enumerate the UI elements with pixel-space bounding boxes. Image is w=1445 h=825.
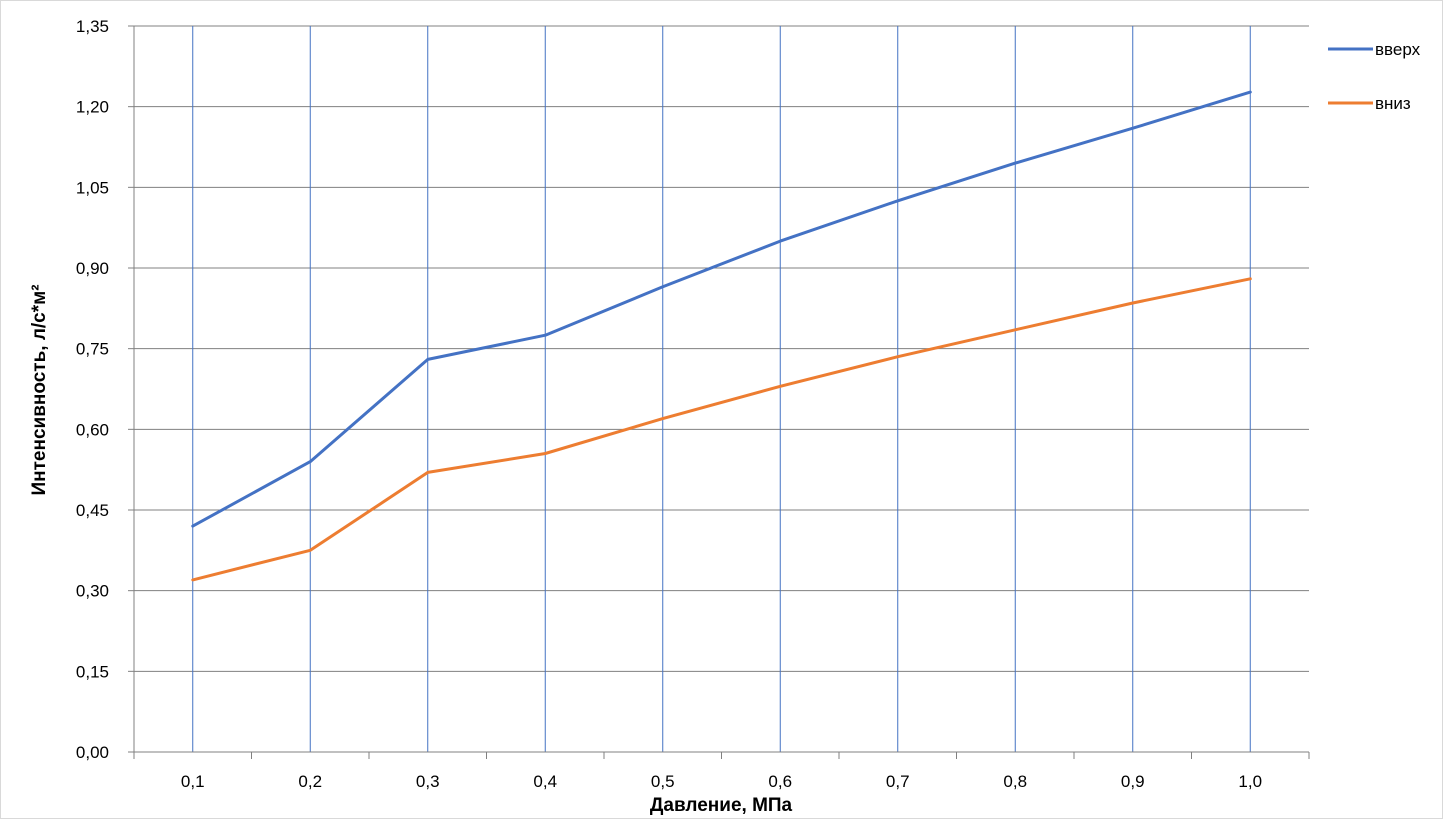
y-tick-label: 0,45 xyxy=(76,501,109,520)
series-line-вниз xyxy=(191,277,1252,582)
y-tick-label: 0,90 xyxy=(76,259,109,278)
vertical-gridlines xyxy=(192,26,1251,752)
y-tick-label: 0,15 xyxy=(76,662,109,681)
x-tick-label: 0,7 xyxy=(886,772,910,791)
axes xyxy=(128,25,1310,759)
y-tick-label: 0,00 xyxy=(76,743,109,762)
legend: вверх вниз xyxy=(1328,40,1421,113)
x-axis-title: Давление, МПа xyxy=(650,795,793,816)
x-tick-label: 0,8 xyxy=(1003,772,1027,791)
legend-label: вниз xyxy=(1375,94,1411,113)
x-tick-label: 0,5 xyxy=(651,772,675,791)
series-lines xyxy=(191,90,1252,582)
y-tick-label: 0,75 xyxy=(76,340,109,359)
legend-label: вверх xyxy=(1375,40,1421,59)
y-tick-label: 1,20 xyxy=(76,98,109,117)
x-tick-label: 1,0 xyxy=(1238,772,1262,791)
x-tick-label: 0,2 xyxy=(298,772,322,791)
horizontal-gridlines xyxy=(134,25,1309,672)
x-tick-label: 0,3 xyxy=(416,772,440,791)
y-tick-label: 1,05 xyxy=(76,178,109,197)
x-tick-label: 0,6 xyxy=(768,772,792,791)
y-axis-title: Интенсивность, л/с*м² xyxy=(29,284,50,495)
x-tick-label: 0,4 xyxy=(533,772,557,791)
y-tick-label: 0,30 xyxy=(76,582,109,601)
y-tick-labels: 0,00 0,15 0,30 0,45 0,60 0,75 0,90 1,05 1,20 1,35 xyxy=(76,17,109,762)
series-line-вверх xyxy=(191,90,1252,528)
x-tick-labels: 0,1 0,2 0,3 0,4 0,5 0,6 0,7 0,8 0,9 1,0 xyxy=(181,772,1262,791)
x-tick-label: 0,1 xyxy=(181,772,205,791)
x-tick-label: 0,9 xyxy=(1121,772,1145,791)
y-tick-label: 1,35 xyxy=(76,17,109,36)
y-tick-label: 0,60 xyxy=(76,420,109,439)
